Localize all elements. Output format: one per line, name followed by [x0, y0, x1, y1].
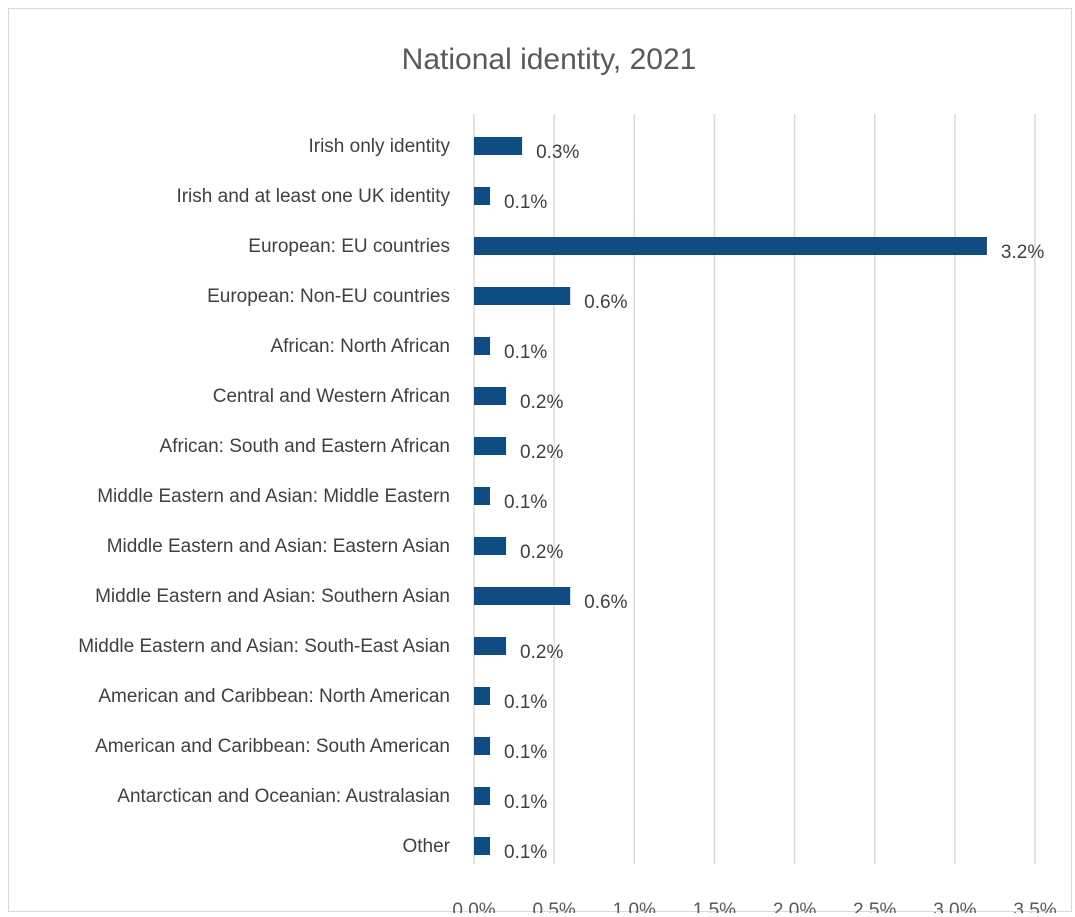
- chart-frame: National identity, 2021 Irish only ident…: [8, 8, 1072, 913]
- bar: [474, 387, 507, 405]
- category-label: American and Caribbean: North American: [98, 686, 450, 707]
- bar: [474, 687, 491, 705]
- x-tick-label: 2.0%: [773, 900, 816, 913]
- x-tick-label: 0.5%: [532, 900, 575, 913]
- category-label: Antarctican and Oceanian: Australasian: [117, 786, 450, 807]
- bar: [474, 187, 491, 205]
- category-label: Irish and at least one UK identity: [176, 186, 450, 207]
- category-label: Other: [402, 836, 450, 857]
- x-tick-label: 3.0%: [933, 900, 976, 913]
- category-label: Central and Western African: [213, 386, 450, 407]
- gridlines: [473, 114, 1036, 864]
- bar: [474, 487, 491, 505]
- data-label: 0.6%: [584, 292, 627, 313]
- bar: [474, 537, 507, 555]
- category-label: African: South and Eastern African: [160, 436, 450, 457]
- category-label: Middle Eastern and Asian: Middle Eastern: [97, 486, 450, 507]
- category-label: Middle Eastern and Asian: South-East Asi…: [78, 636, 450, 657]
- data-label: 0.6%: [584, 592, 627, 613]
- data-label: 0.1%: [504, 492, 547, 513]
- bar: [474, 637, 507, 655]
- data-label: 0.1%: [504, 842, 547, 863]
- bar: [474, 787, 491, 805]
- bar: [474, 587, 571, 605]
- data-labels: 0.3% 0.1% 3.2% 0.6% 0.1% 0.2% 0.2% 0.1% 0.2% 0.6%…: [504, 142, 1044, 863]
- data-label: 0.2%: [520, 642, 563, 663]
- data-label: 0.1%: [504, 742, 547, 763]
- category-label: Middle Eastern and Asian: Southern Asian: [95, 586, 450, 607]
- data-label: 0.1%: [504, 792, 547, 813]
- data-label: 0.2%: [520, 392, 563, 413]
- category-label: European: EU countries: [248, 236, 450, 257]
- bar: [474, 137, 523, 155]
- data-label: 3.2%: [1001, 242, 1044, 263]
- data-label: 0.1%: [504, 342, 547, 363]
- category-label: Middle Eastern and Asian: Eastern Asian: [107, 536, 450, 557]
- chart-title: National identity, 2021: [402, 43, 697, 76]
- category-label: Irish only identity: [308, 136, 450, 157]
- data-label: 0.2%: [520, 442, 563, 463]
- data-label: 0.3%: [536, 142, 579, 163]
- bar: [474, 437, 507, 455]
- x-tick-label: 1.5%: [693, 900, 736, 913]
- category-label: American and Caribbean: South American: [95, 736, 450, 757]
- data-label: 0.1%: [504, 692, 547, 713]
- category-label: African: North African: [270, 336, 450, 357]
- bar: [474, 337, 491, 355]
- data-label: 0.1%: [504, 192, 547, 213]
- category-label: European: Non-EU countries: [207, 286, 450, 307]
- bar-chart: National identity, 2021 Irish only ident…: [78, 43, 1057, 913]
- bar: [474, 287, 571, 305]
- category-labels: Irish only identity Irish and at least on…: [78, 136, 450, 857]
- data-label: 0.2%: [520, 542, 563, 563]
- x-tick-label: 0.0%: [452, 900, 495, 913]
- bar: [474, 837, 491, 855]
- bars: [474, 137, 987, 855]
- bar: [474, 737, 491, 755]
- x-tick-label: 3.5%: [1013, 900, 1056, 913]
- x-tick-label: 2.5%: [853, 900, 896, 913]
- bar: [474, 237, 987, 255]
- x-axis-tick-labels: 0.0% 0.5% 1.0% 1.5% 2.0% 2.5% 3.0% 3.5%: [452, 900, 1056, 913]
- x-tick-label: 1.0%: [613, 900, 656, 913]
